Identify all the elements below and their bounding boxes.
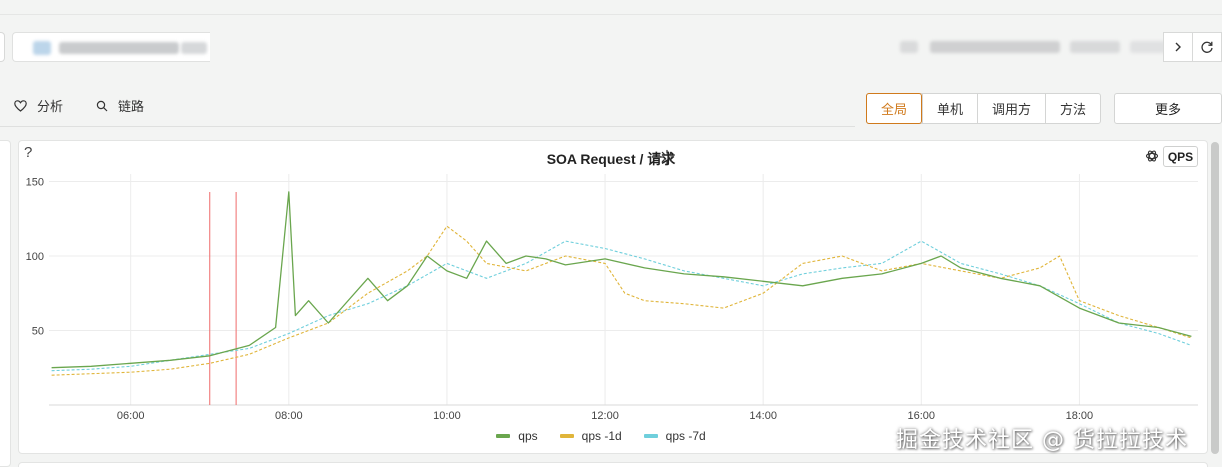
y-tick-label: 50	[32, 325, 44, 337]
refresh-icon	[1201, 41, 1213, 53]
y-tick-label: 150	[26, 176, 44, 188]
chart-panel	[18, 140, 1208, 454]
search-icon	[96, 100, 108, 111]
trace-tool[interactable]: 链路	[96, 96, 144, 115]
tab-caller[interactable]: 调用方	[977, 94, 1045, 123]
x-tick-label: 16:00	[908, 410, 936, 422]
legend-item-qps-7d[interactable]: qps -7d	[643, 429, 706, 443]
left-collapse-handle[interactable]	[0, 32, 5, 62]
legend-item-qps-1d[interactable]: qps -1d	[559, 429, 622, 443]
service-suffix-redacted	[181, 42, 207, 54]
panel-toolbar: 分析 链路	[0, 88, 1222, 128]
chart-title-row: SOA Request / 请求	[0, 149, 1222, 169]
legend-label-qps-7d: qps -7d	[665, 429, 706, 443]
x-tick-label: 06:00	[117, 410, 145, 422]
breadcrumb-redacted	[890, 32, 1170, 62]
chevron-right-icon	[1175, 42, 1181, 52]
service-name-redacted	[59, 42, 179, 54]
unit-qps-button[interactable]: QPS	[1163, 146, 1198, 167]
heart-icon	[14, 99, 27, 112]
series-line-qps	[51, 191, 1192, 369]
loading-spinner-icon[interactable]	[659, 149, 675, 165]
legend-swatch-qps	[496, 434, 511, 438]
view-tabs: 全局 单机 调用方 方法	[866, 93, 1102, 124]
series-line-qps-1d	[51, 225, 1192, 376]
analysis-tool[interactable]: 分析	[14, 96, 63, 115]
x-tick-label: 08:00	[275, 410, 303, 422]
x-tick-label: 12:00	[591, 410, 619, 422]
trace-label: 链路	[118, 99, 145, 114]
tab-global[interactable]: 全局	[866, 93, 923, 124]
openai-icon[interactable]	[1145, 149, 1159, 163]
tab-method[interactable]: 方法	[1045, 94, 1100, 123]
next-button[interactable]	[1163, 32, 1193, 62]
legend-item-qps[interactable]: qps	[496, 429, 538, 443]
x-tick-label: 18:00	[1066, 410, 1094, 422]
chart-legend: qps qps -1d qps -7d	[0, 429, 1222, 443]
legend-swatch-qps-1d	[559, 434, 574, 438]
legend-label-qps: qps	[518, 429, 538, 443]
divider	[0, 126, 855, 127]
watermark: 掘金技术社区 @ 货拉拉技术	[896, 428, 1188, 453]
chart-title: SOA Request / 请求	[546, 151, 676, 167]
service-icon	[33, 41, 51, 55]
scrollbar[interactable]	[1211, 142, 1219, 454]
x-tick-label: 10:00	[433, 410, 461, 422]
y-tick-label: 100	[26, 251, 44, 263]
legend-label-qps-1d: qps -1d	[581, 429, 622, 443]
analysis-label: 分析	[37, 99, 64, 114]
series-line-qps-7d	[51, 240, 1192, 372]
x-tick-label: 14:00	[749, 410, 777, 422]
top-bar	[0, 14, 1222, 76]
legend-swatch-qps-7d	[643, 434, 658, 438]
next-panel-edge	[18, 462, 1208, 467]
help-icon[interactable]: ?	[24, 144, 33, 161]
service-selector[interactable]	[12, 32, 210, 62]
more-button[interactable]: 更多	[1114, 93, 1222, 124]
tab-single-host[interactable]: 单机	[922, 94, 977, 123]
